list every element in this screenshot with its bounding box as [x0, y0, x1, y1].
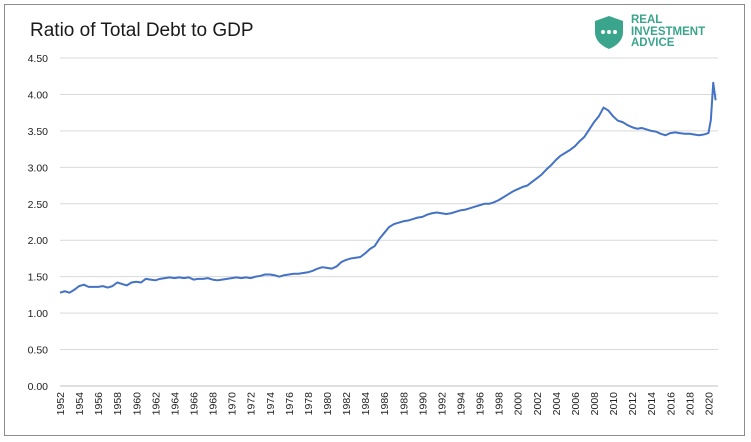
- x-tick-label: 2006: [570, 392, 582, 416]
- x-tick-label: 1966: [189, 392, 201, 416]
- x-tick-label: 2010: [608, 392, 620, 416]
- y-tick-label: 1.50: [28, 272, 49, 284]
- x-tick-label: 2020: [703, 392, 715, 416]
- y-tick-label: 4.50: [28, 53, 49, 65]
- chart-frame: [4, 4, 745, 436]
- x-tick-label: 1986: [379, 392, 391, 416]
- x-tick-label: 1978: [303, 392, 315, 416]
- x-tick-label: 1962: [150, 392, 162, 416]
- brand-line-3: ADVICE: [631, 37, 675, 49]
- x-tick-label: 2000: [513, 392, 525, 416]
- brand-logo-text: REAL INVESTMENT ADVICE: [631, 14, 706, 50]
- shield-chat-icon: [595, 16, 623, 49]
- x-tick-label: 2004: [551, 392, 563, 416]
- x-tick-label: 1956: [93, 392, 105, 416]
- grid-lines: [60, 57, 718, 351]
- brand-line-2: INVESTMENT: [631, 25, 706, 38]
- brand-logo: REAL INVESTMENT ADVICE: [589, 12, 729, 52]
- series-line-debt-to-gdp: [59, 81, 717, 294]
- x-tick-label: 1954: [74, 392, 86, 416]
- brand-line-1: REAL: [631, 14, 663, 26]
- y-tick-label: 0.50: [28, 345, 49, 357]
- x-tick-label: 1992: [436, 392, 448, 416]
- x-tick-label: 1980: [322, 392, 334, 416]
- x-tick-label: 1990: [417, 392, 429, 416]
- x-tick-label: 2016: [665, 392, 677, 416]
- y-tick-label: 4.00: [28, 89, 49, 101]
- x-axis-ticks: 1952 1954 1956 1958 1960 1962 1964 1966 1968 1970…: [55, 392, 715, 416]
- x-tick-label: 1974: [265, 392, 277, 416]
- x-tick-label: 2014: [646, 392, 658, 416]
- x-tick-label: 2018: [684, 392, 696, 416]
- y-tick-label: 2.00: [28, 235, 49, 247]
- x-tick-label: 2002: [532, 392, 544, 416]
- x-tick-label: 1988: [398, 392, 410, 416]
- y-tick-label: 3.00: [28, 162, 49, 174]
- y-tick-label: 1.00: [28, 308, 49, 320]
- x-tick-label: 1998: [494, 392, 506, 416]
- x-tick-label: 2012: [627, 392, 639, 416]
- x-tick-label: 1982: [341, 392, 353, 416]
- x-tick-label: 1958: [112, 392, 124, 416]
- x-tick-label: 2008: [589, 392, 601, 416]
- y-tick-label: 3.50: [28, 126, 49, 138]
- y-tick-label: 0.00: [28, 381, 49, 393]
- x-tick-label: 1968: [208, 392, 220, 416]
- x-tick-label: 1984: [360, 392, 372, 416]
- x-tick-label: 1960: [131, 392, 143, 416]
- chart-title: Ratio of Total Debt to GDP: [30, 20, 254, 41]
- x-tick-label: 1970: [227, 392, 239, 416]
- y-tick-label: 2.50: [28, 199, 49, 211]
- x-tick-label: 1952: [55, 392, 67, 416]
- x-tick-label: 1972: [246, 392, 258, 416]
- y-axis-ticks: 0.00 0.50 1.00 1.50 2.00 2.50 3.00 3.50 4.00 4.50: [28, 53, 49, 393]
- x-tick-label: 1964: [169, 392, 181, 416]
- x-tick-label: 1976: [284, 392, 296, 416]
- x-tick-label: 1996: [475, 392, 487, 416]
- x-tick-label: 1994: [456, 392, 468, 416]
